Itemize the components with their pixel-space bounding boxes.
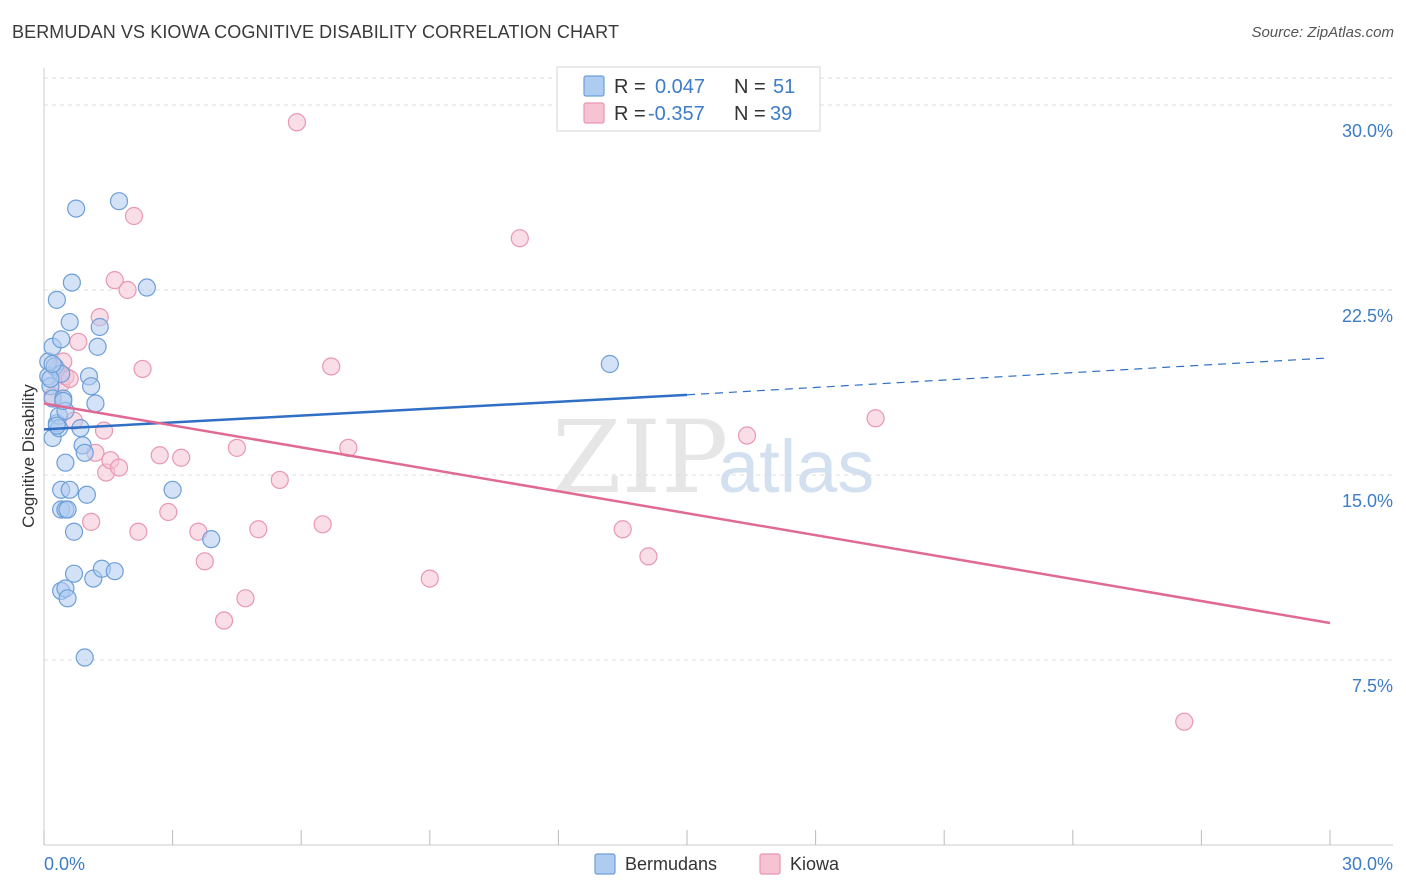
stats-legend: R = 0.047 N = 51 R = -0.357 N = 39: [556, 66, 821, 132]
kiowa-point: [249, 520, 268, 539]
chart-title: BERMUDAN VS KIOWA COGNITIVE DISABILITY C…: [12, 22, 620, 42]
bottom-legend-label-kiowa: Kiowa: [790, 854, 840, 874]
bermudans-point: [47, 290, 66, 309]
kiowa-point: [420, 569, 439, 588]
axes: [43, 68, 1393, 846]
grid-lines: [44, 77, 1393, 661]
bermudans-point: [62, 273, 81, 292]
bermudans-points: [39, 192, 619, 667]
bermudans-point: [137, 278, 156, 297]
kiowa-point: [287, 113, 307, 132]
bermudans-trend-line: [43, 393, 688, 431]
kiowa-point: [270, 470, 289, 490]
kiowa-point: [737, 426, 757, 445]
legend-n-value-bermudans: 51: [773, 76, 795, 98]
bermudans-point: [109, 192, 129, 211]
y-tick-labels: 7.5% 15.0% 22.5% 30.0%: [1342, 121, 1393, 696]
x-tick-label-min: 0.0%: [44, 854, 85, 874]
series-legend: Bermudans Kiowa: [594, 853, 840, 875]
kiowa-point: [510, 229, 529, 248]
legend-swatch-bermudans: [583, 75, 605, 97]
bermudans-point: [52, 330, 71, 349]
bermudans-point: [64, 564, 84, 583]
legend-r-value-bermudans: 0.047: [655, 76, 705, 98]
bermudans-point: [88, 337, 107, 356]
kiowa-point: [313, 515, 332, 534]
legend-n-label-kiowa: N =: [734, 103, 766, 125]
kiowa-point: [613, 520, 632, 539]
bermudans-point: [82, 377, 101, 396]
kiowa-point: [227, 438, 246, 457]
bermudans-point: [75, 443, 94, 462]
bermudans-point: [47, 416, 66, 435]
kiowa-point: [195, 552, 214, 571]
trend-lines: [43, 357, 1331, 625]
kiowa-point: [1175, 712, 1194, 731]
kiowa-trend-line: [43, 402, 1331, 625]
source-credit: Source: ZipAtlas.com: [1251, 24, 1394, 41]
bermudans-point: [600, 354, 619, 374]
kiowa-point: [129, 522, 148, 541]
bermudans-point: [77, 485, 96, 504]
bermudans-point: [60, 480, 79, 499]
kiowa-point: [69, 332, 88, 351]
bermudans-point: [58, 500, 77, 519]
bermudans-point: [202, 530, 221, 549]
bottom-legend-swatch-bermudans: [594, 853, 616, 875]
kiowa-point: [118, 280, 137, 300]
bermudans-point: [90, 317, 109, 337]
bermudans-point: [43, 354, 62, 374]
legend-r-label-bermudans: R =: [614, 76, 646, 98]
bermudans-point: [75, 648, 94, 667]
legend-swatch-kiowa: [583, 102, 605, 124]
y-tick-label: 7.5%: [1352, 676, 1393, 696]
kiowa-point: [322, 357, 341, 376]
bermudans-point: [60, 312, 79, 332]
kiowa-point: [124, 206, 144, 226]
legend-n-value-kiowa: 39: [770, 103, 792, 125]
bermudans-point: [41, 369, 60, 388]
bermudans-point: [105, 562, 124, 581]
bermudans-point: [67, 199, 86, 218]
y-axis-label: Cognitive Disability: [19, 384, 38, 528]
kiowa-point: [639, 547, 658, 566]
kiowa-point: [105, 271, 124, 290]
bermudans-point: [56, 453, 75, 472]
kiowa-point: [172, 448, 191, 467]
y-tick-label: 22.5%: [1342, 306, 1393, 326]
x-tick-labels: 0.0% 30.0%: [44, 854, 1393, 874]
y-tick-label: 15.0%: [1342, 491, 1393, 511]
bermudans-point: [163, 480, 182, 499]
y-tick-label: 30.0%: [1342, 121, 1393, 141]
kiowa-point: [214, 611, 234, 630]
kiowa-point: [236, 589, 255, 608]
bermudans-point: [64, 522, 84, 541]
bermudans-point: [86, 394, 105, 413]
bottom-legend-label-bermudans: Bermudans: [625, 854, 717, 874]
kiowa-point: [133, 359, 152, 379]
bermudans-trend-extension: [686, 357, 1331, 396]
kiowa-point: [150, 446, 169, 465]
kiowa-point: [866, 409, 885, 428]
watermark-zip: ZIP: [552, 399, 728, 516]
kiowa-point: [159, 502, 178, 522]
x-tick-label-max: 30.0%: [1342, 854, 1393, 874]
legend-n-label-bermudans: N =: [734, 76, 766, 98]
bottom-legend-swatch-kiowa: [759, 853, 781, 875]
kiowa-point: [82, 512, 101, 531]
legend-r-label-kiowa: R =: [614, 103, 646, 125]
legend-r-value-kiowa: -0.357: [648, 103, 705, 125]
kiowa-point: [109, 458, 129, 477]
bermudans-point: [58, 589, 77, 608]
